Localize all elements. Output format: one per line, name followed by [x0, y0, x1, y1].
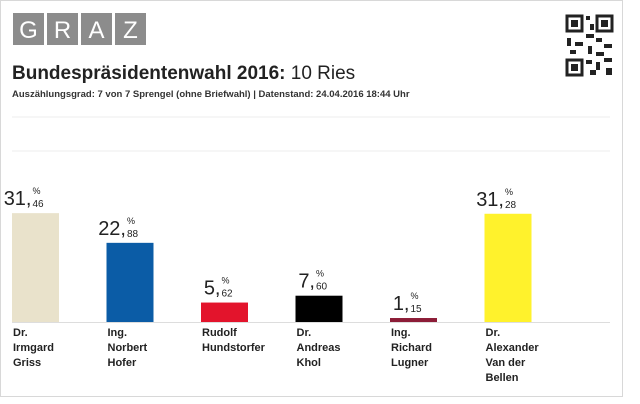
value-fraction: 60 [316, 282, 328, 293]
category-label: Richard [391, 342, 432, 354]
logo-letter: R [54, 17, 71, 44]
value-unit: % [411, 291, 419, 301]
bar [12, 213, 59, 322]
category-label: Alexander [486, 342, 540, 354]
logo-box [13, 13, 44, 45]
bar [390, 318, 437, 322]
value-unit: % [127, 216, 135, 226]
value-label: 1, [393, 293, 410, 315]
category-label: Hofer [108, 357, 137, 369]
category-label: Irmgard [13, 342, 54, 354]
category-label: Khol [297, 357, 321, 369]
value-unit: % [33, 186, 41, 196]
title: Bundespräsidentenwahl 2016: 10 Ries [12, 63, 355, 84]
value-unit: % [316, 269, 324, 279]
logo-box [81, 13, 112, 45]
value-label: 7, [298, 271, 315, 293]
category-label: Dr. [297, 327, 312, 339]
bar [295, 295, 343, 322]
category-label: Lugner [391, 357, 429, 369]
logo-box [47, 13, 78, 45]
value-fraction: 28 [505, 200, 517, 211]
bar [484, 213, 532, 322]
category-label: Ing. [391, 327, 411, 339]
logo-letter: G [19, 17, 38, 44]
subtitle: Auszählungsgrad: 7 von 7 Sprengel (ohne … [12, 89, 410, 100]
value-label: 22, [98, 218, 126, 240]
bar [106, 242, 154, 322]
category-label: Hundstorfer [202, 342, 266, 354]
category-label: Rudolf [202, 327, 237, 339]
logo-box [115, 13, 146, 45]
category-label: Bellen [486, 372, 519, 384]
category-label: Andreas [297, 342, 341, 354]
value-label: 5, [204, 278, 221, 300]
value-unit: % [505, 187, 513, 197]
category-label: Dr. [13, 327, 28, 339]
category-label: Van der [486, 357, 526, 369]
logo-letter: Z [123, 17, 138, 44]
value-fraction: 88 [127, 229, 139, 240]
category-label: Ing. [108, 327, 128, 339]
value-label: 31, [476, 189, 504, 211]
category-label: Dr. [486, 327, 501, 339]
value-fraction: 46 [33, 199, 45, 210]
category-label: Norbert [108, 342, 148, 354]
bar [201, 302, 248, 322]
chart: 31, % 46 Dr. Irmgard Griss 22, % 88 Ing. Norbert Ho… [4, 186, 610, 384]
value-fraction: 15 [411, 304, 423, 315]
logo-letter: A [88, 17, 104, 44]
frame [0, 0, 623, 397]
value-unit: % [222, 276, 230, 286]
value-label: 31, [4, 188, 32, 210]
qr-code [565, 14, 614, 77]
value-fraction: 62 [222, 289, 234, 300]
category-label: Griss [13, 357, 41, 369]
